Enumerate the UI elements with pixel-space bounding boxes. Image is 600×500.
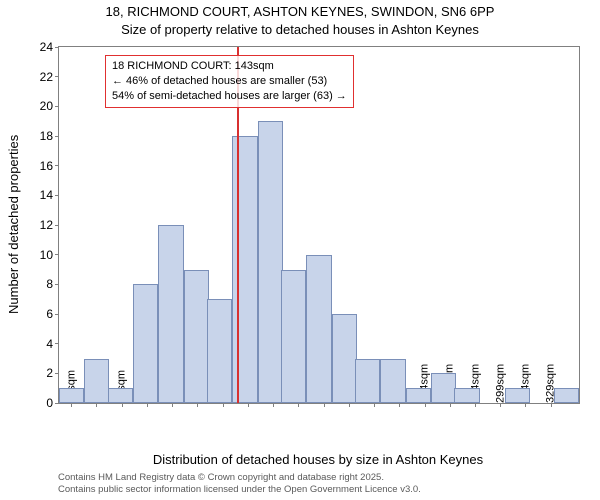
x-tick-mark [399, 403, 400, 407]
histogram-bar [281, 270, 306, 404]
y-tick-label: 22 [40, 71, 59, 83]
x-tick-mark [122, 403, 123, 407]
plot-area: 02468101214161820222444sqm59sqm74sqm89sq… [58, 46, 580, 404]
footer-line1: Contains HM Land Registry data © Crown c… [58, 472, 421, 484]
annotation-box: 18 RICHMOND COURT: 143sqm ← 46% of detac… [105, 55, 354, 108]
histogram-bar [306, 255, 331, 403]
histogram-bar [355, 359, 380, 404]
y-axis-label: Number of detached properties [6, 46, 20, 402]
histogram-bar [258, 121, 283, 403]
x-tick-mark [500, 403, 501, 407]
y-tick-label: 0 [46, 397, 59, 409]
y-tick-label: 6 [46, 308, 59, 320]
y-tick-label: 12 [40, 219, 59, 231]
x-tick-mark [374, 403, 375, 407]
x-tick-mark [197, 403, 198, 407]
x-tick-mark [223, 403, 224, 407]
histogram-bar [431, 373, 456, 403]
y-tick-label: 8 [46, 278, 59, 290]
histogram-bar [133, 284, 158, 403]
histogram-bar [59, 388, 84, 403]
histogram-bar [158, 225, 183, 403]
annotation-line2: ← 46% of detached houses are smaller (53… [112, 74, 347, 89]
histogram-bar [406, 388, 431, 403]
histogram-bar [108, 388, 133, 403]
x-tick-mark [425, 403, 426, 407]
x-tick-mark [71, 403, 72, 407]
chart-title-line1: 18, RICHMOND COURT, ASHTON KEYNES, SWIND… [0, 4, 600, 19]
histogram-bar [454, 388, 479, 403]
x-tick-mark [450, 403, 451, 407]
x-tick-mark [551, 403, 552, 407]
annotation-line3: 54% of semi-detached houses are larger (… [112, 89, 347, 104]
x-tick-mark [349, 403, 350, 407]
annotation-line1: 18 RICHMOND COURT: 143sqm [112, 59, 347, 74]
x-tick-mark [475, 403, 476, 407]
y-tick-label: 4 [46, 338, 59, 350]
y-tick-label: 10 [40, 249, 59, 261]
x-tick-mark [96, 403, 97, 407]
y-tick-label: 16 [40, 160, 59, 172]
x-axis-label: Distribution of detached houses by size … [58, 452, 578, 467]
y-tick-label: 14 [40, 189, 59, 201]
y-tick-label: 24 [40, 41, 59, 53]
histogram-bar [232, 136, 257, 403]
histogram-bar [505, 388, 530, 403]
y-tick-label: 18 [40, 130, 59, 142]
footer-attribution: Contains HM Land Registry data © Crown c… [58, 472, 421, 496]
x-tick-mark [147, 403, 148, 407]
histogram-bar [554, 388, 579, 403]
footer-line2: Contains public sector information licen… [58, 484, 421, 496]
chart-title-line2: Size of property relative to detached ho… [0, 22, 600, 37]
y-tick-label: 20 [40, 100, 59, 112]
histogram-bar [380, 359, 405, 404]
x-tick-mark [172, 403, 173, 407]
histogram-bar [332, 314, 357, 403]
x-tick-mark [324, 403, 325, 407]
chart-container: 18, RICHMOND COURT, ASHTON KEYNES, SWIND… [0, 0, 600, 500]
histogram-bar [184, 270, 209, 404]
x-tick-mark [525, 403, 526, 407]
x-tick-mark [248, 403, 249, 407]
x-tick-mark [273, 403, 274, 407]
histogram-bar [207, 299, 232, 403]
x-tick-mark [298, 403, 299, 407]
histogram-bar [84, 359, 109, 404]
y-tick-label: 2 [46, 367, 59, 379]
